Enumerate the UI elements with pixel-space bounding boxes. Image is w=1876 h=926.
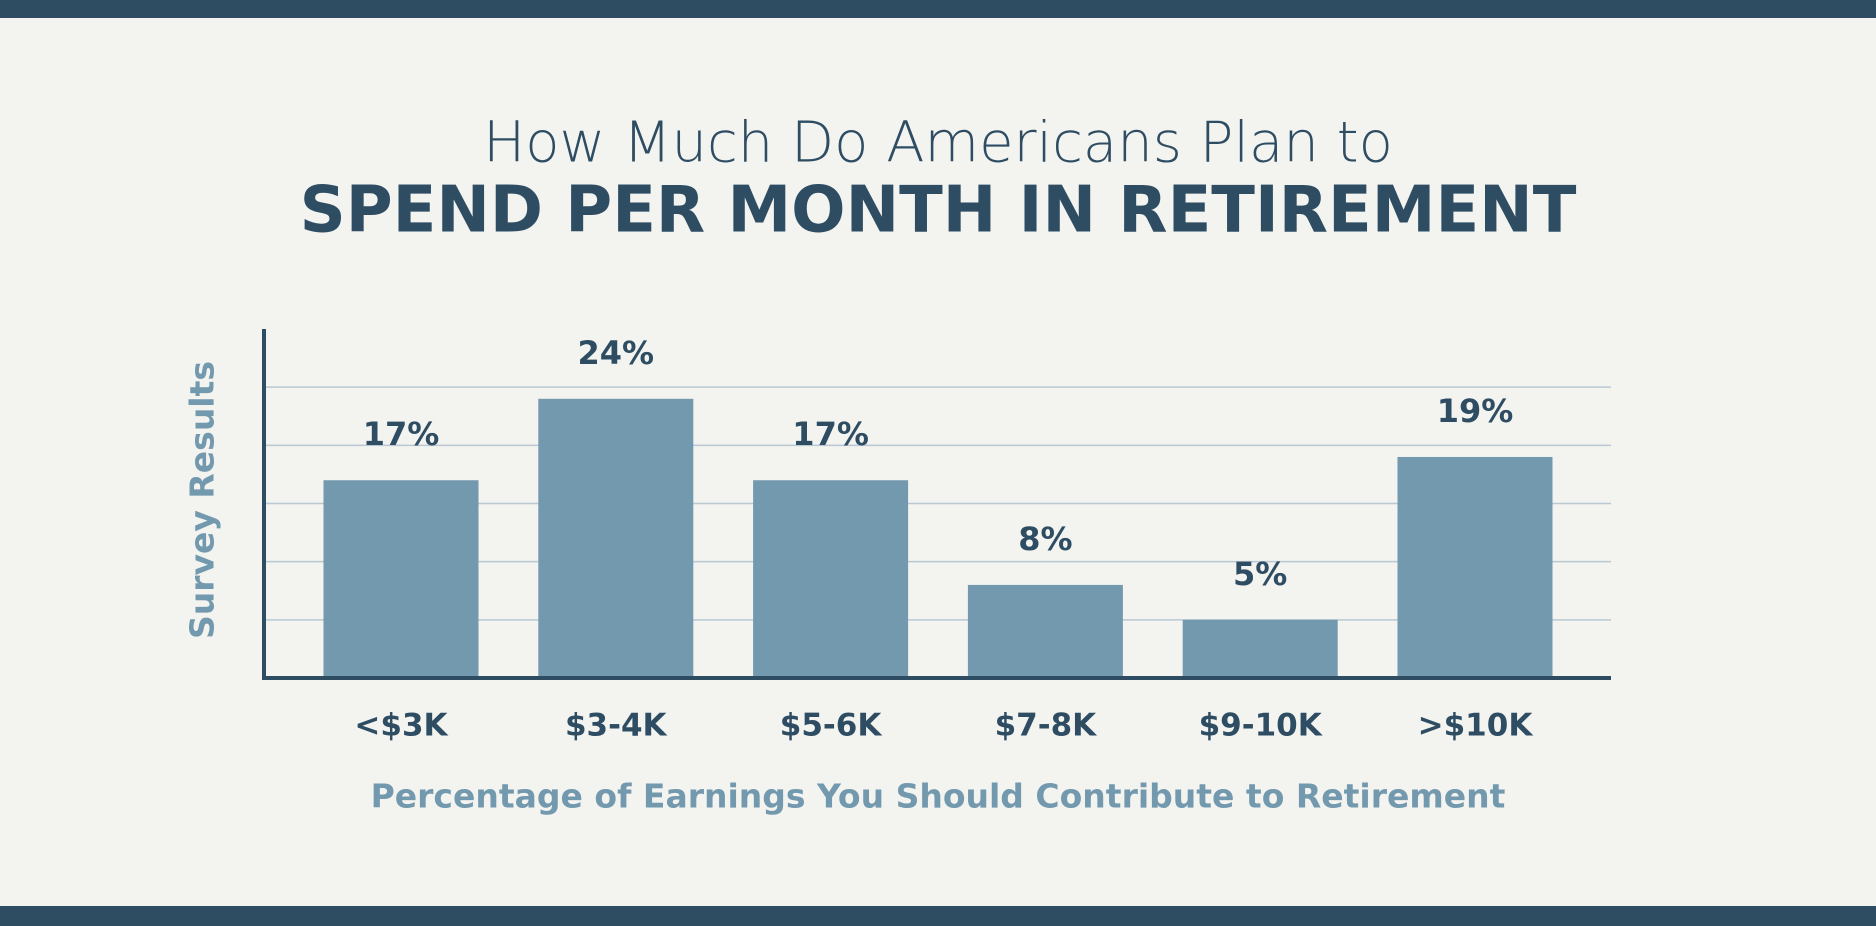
bar xyxy=(1397,456,1553,678)
bar xyxy=(323,480,479,678)
data-label: 17% xyxy=(792,415,869,453)
bottom-band xyxy=(0,906,1876,926)
data-label: 5% xyxy=(1233,555,1287,593)
data-label: 8% xyxy=(1018,520,1072,558)
bar xyxy=(538,398,694,678)
bar xyxy=(753,480,909,678)
data-label: 24% xyxy=(578,334,655,372)
chart-subtitle: SPEND PER MONTH IN RETIREMENT xyxy=(300,174,1577,248)
x-tick-label: <$3K xyxy=(354,708,448,744)
axis xyxy=(262,329,1611,680)
x-tick-label: >$10K xyxy=(1418,708,1534,744)
x-axis-label: Percentage of Earnings You Should Contri… xyxy=(371,777,1506,816)
y-axis-label: Survey Results xyxy=(183,361,222,639)
chart-title: How Much Do Americans Plan to xyxy=(483,110,1393,175)
x-tick-label: $5-6K xyxy=(780,708,883,744)
data-label: 17% xyxy=(363,415,440,453)
top-band xyxy=(0,0,1876,18)
x-tick-label: $7-8K xyxy=(995,708,1098,744)
bar xyxy=(967,584,1123,678)
data-label: 19% xyxy=(1437,392,1514,430)
x-tick-label: $9-10K xyxy=(1199,708,1323,744)
x-tick-label: $3-4K xyxy=(565,708,668,744)
bar xyxy=(1182,619,1338,678)
